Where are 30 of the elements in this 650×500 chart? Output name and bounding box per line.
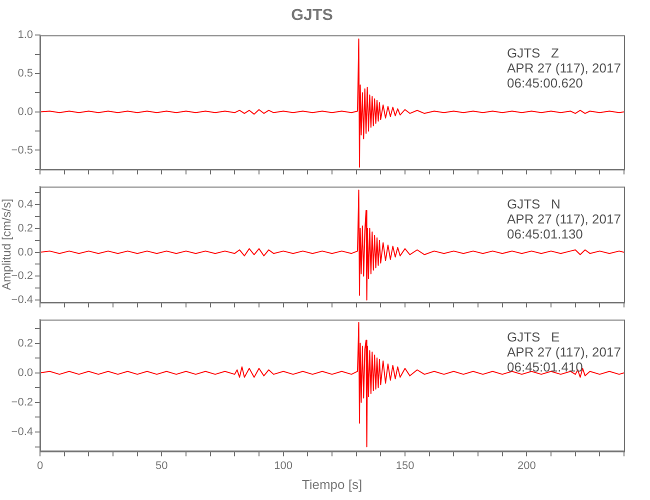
y-tick-label: 0.0 bbox=[18, 366, 33, 379]
y-tick-label: −0.2 bbox=[11, 396, 33, 408]
y-tick-label: 0.0 bbox=[18, 246, 33, 258]
y-tick-label: −0.2 bbox=[11, 270, 33, 282]
annotation: 06:45:01.410 bbox=[507, 360, 583, 375]
annotation: GJTS Z bbox=[507, 45, 560, 60]
y-tick-label: −0.4 bbox=[11, 426, 33, 438]
y-tick-label: 0.5 bbox=[18, 68, 33, 80]
x-axis-title: Tiempo [s] bbox=[302, 476, 362, 492]
annotation: 06:45:00.620 bbox=[507, 75, 583, 90]
annotation: APR 27 (117), 2017 bbox=[507, 344, 621, 360]
x-tick-label: 0 bbox=[36, 460, 44, 472]
y-tick-label: 0.2 bbox=[18, 222, 33, 234]
annotation: GJTS N bbox=[507, 196, 560, 212]
y-tick-label: 1.0 bbox=[18, 29, 33, 42]
annotation: 06:45:01.130 bbox=[507, 226, 583, 242]
chart-title: GJTS bbox=[291, 7, 334, 24]
annotation: APR 27 (117), 2017 bbox=[507, 212, 621, 227]
x-tick-label: 200 bbox=[517, 460, 536, 472]
y-tick-label: 0.0 bbox=[18, 106, 33, 118]
y-axis-title: Amplitud [cm/s/s] bbox=[0, 198, 14, 290]
x-tick-label: 150 bbox=[396, 460, 414, 472]
y-tick-label: 0.2 bbox=[18, 337, 33, 350]
y-tick-label: −0.4 bbox=[11, 294, 33, 306]
x-tick-label: 50 bbox=[156, 460, 168, 472]
x-tick-label: 100 bbox=[274, 460, 293, 472]
y-tick-label: 0.4 bbox=[18, 198, 33, 211]
annotation: GJTS E bbox=[507, 330, 560, 345]
y-tick-label: −0.5 bbox=[11, 144, 33, 156]
annotation: APR 27 (117), 2017 bbox=[507, 60, 621, 76]
